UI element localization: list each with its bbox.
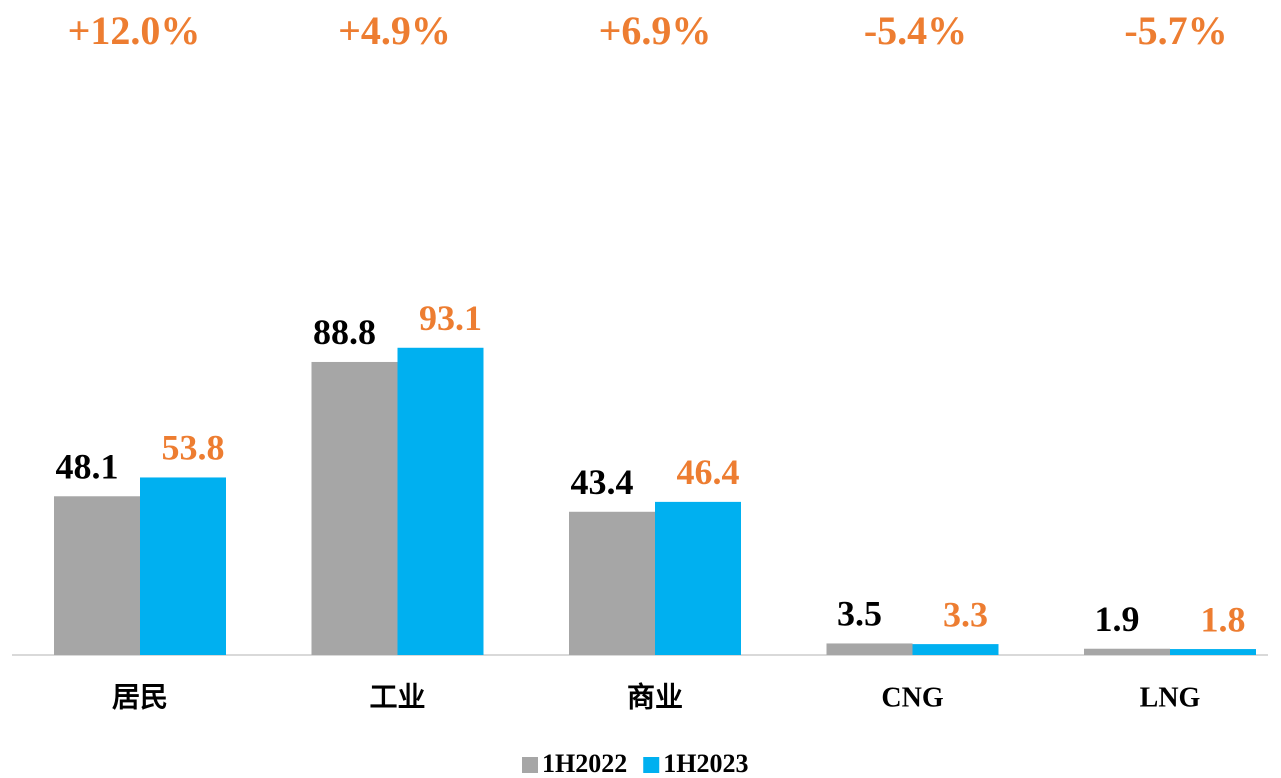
growth-annotation: -5.4% bbox=[864, 8, 967, 53]
data-label: 93.1 bbox=[419, 298, 482, 338]
bar bbox=[140, 477, 226, 655]
bar bbox=[826, 643, 913, 655]
bar bbox=[1084, 648, 1170, 655]
data-label: 48.1 bbox=[56, 447, 119, 487]
bar bbox=[912, 644, 999, 655]
growth-annotation: +4.9% bbox=[338, 8, 451, 53]
data-label: 3.3 bbox=[943, 594, 988, 634]
x-tick-label: CNG bbox=[881, 682, 943, 713]
legend-label: 1H2023 bbox=[663, 749, 748, 778]
legend-swatch bbox=[522, 757, 538, 773]
growth-annotation: -5.7% bbox=[1124, 8, 1227, 53]
bar bbox=[1170, 649, 1256, 655]
x-tick-label: LNG bbox=[1140, 682, 1201, 713]
growth-annotation: +6.9% bbox=[599, 8, 712, 53]
growth-annotation: +12.0% bbox=[68, 8, 201, 53]
data-label: 1.8 bbox=[1201, 599, 1246, 639]
legend-swatch bbox=[643, 757, 660, 773]
data-label: 3.5 bbox=[837, 594, 882, 634]
bar bbox=[54, 496, 140, 655]
legend-label: 1H2022 bbox=[542, 749, 627, 778]
data-label: 43.4 bbox=[571, 462, 634, 502]
data-label: 53.8 bbox=[162, 428, 225, 468]
data-label: 1.9 bbox=[1095, 599, 1140, 639]
data-label: 46.4 bbox=[677, 452, 740, 492]
x-tick-label: 商业 bbox=[627, 681, 683, 713]
bar bbox=[397, 347, 484, 655]
bar bbox=[569, 511, 655, 655]
bar bbox=[655, 501, 741, 655]
x-tick-label: 工业 bbox=[369, 681, 425, 713]
data-label: 88.8 bbox=[313, 312, 376, 352]
bar bbox=[311, 361, 398, 655]
x-tick-label: 居民 bbox=[112, 682, 168, 713]
